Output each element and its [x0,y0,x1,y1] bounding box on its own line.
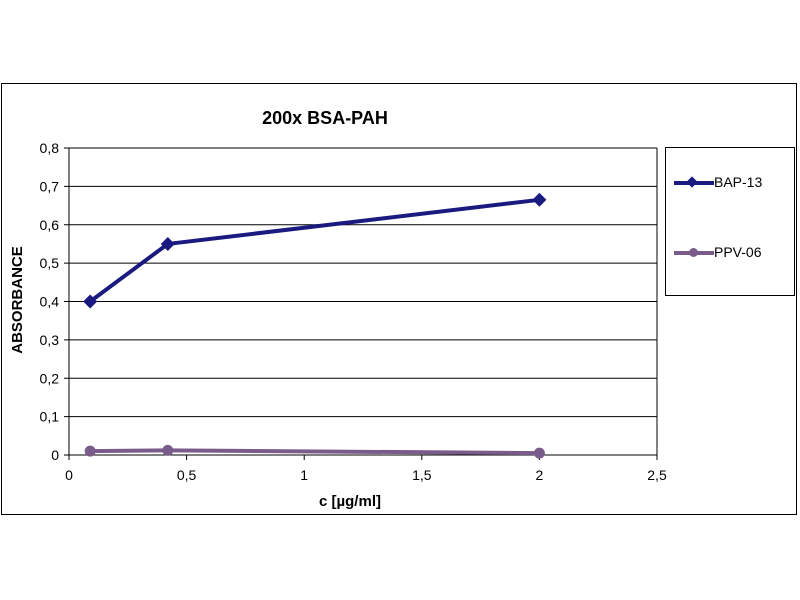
y-tick-label-7: 0,7 [40,178,60,194]
legend-item-ppv-06: PPV-06 [666,242,796,262]
legend-label-bap-13: BAP-13 [714,174,763,190]
x-tick-label-1: 0,5 [177,467,197,483]
data-point-ppv-06-1 [162,444,174,456]
data-point-bap-13-0 [83,294,98,309]
series-line-ppv-06 [90,448,540,456]
y-tick-label-0: 0 [51,447,59,463]
legend: BAP-13 PPV-06 [665,147,795,296]
series [83,192,547,459]
legend-item-bap-13: BAP-13 [666,172,796,192]
x-axis-label: c [µg/ml] [319,493,381,510]
x-tick-label-4: 2 [536,467,544,483]
y-tick-label-1: 0,1 [40,409,60,425]
y-tick-label-2: 0,2 [40,370,60,386]
y-tick-label-5: 0,5 [40,255,60,271]
data-point-ppv-06-0 [84,445,96,457]
data-point-ppv-06-2 [533,447,545,459]
data-point-bap-13-1 [160,236,175,251]
y-tick-label-4: 0,4 [40,294,60,310]
x-tick-label-2: 1 [300,467,308,483]
y-tick-label-8: 0,8 [40,140,60,156]
circle-marker-icon [689,248,698,257]
x-tick-label-3: 1,5 [412,467,432,483]
chart-frame [1,83,797,515]
x-tick-label-0: 0 [65,467,73,483]
axes: 0 0,1 0,2 0,3 0,4 0,5 0,6 0,7 0,8 0 0,5 1 1,5 2 2,5 [40,140,667,483]
x-tick-label-5: 2,5 [647,467,667,483]
data-point-bap-13-2 [532,192,547,207]
diamond-marker-icon [686,176,698,188]
grid [69,147,658,455]
y-tick-label-6: 0,6 [40,217,60,233]
legend-label-ppv-06: PPV-06 [714,244,762,260]
y-tick-label-3: 0,3 [40,332,60,348]
series-line-bap-13 [88,197,540,304]
chart-title: 200x BSA-PAH [262,108,388,128]
y-axis-label: ABSORBANCE [9,246,26,354]
